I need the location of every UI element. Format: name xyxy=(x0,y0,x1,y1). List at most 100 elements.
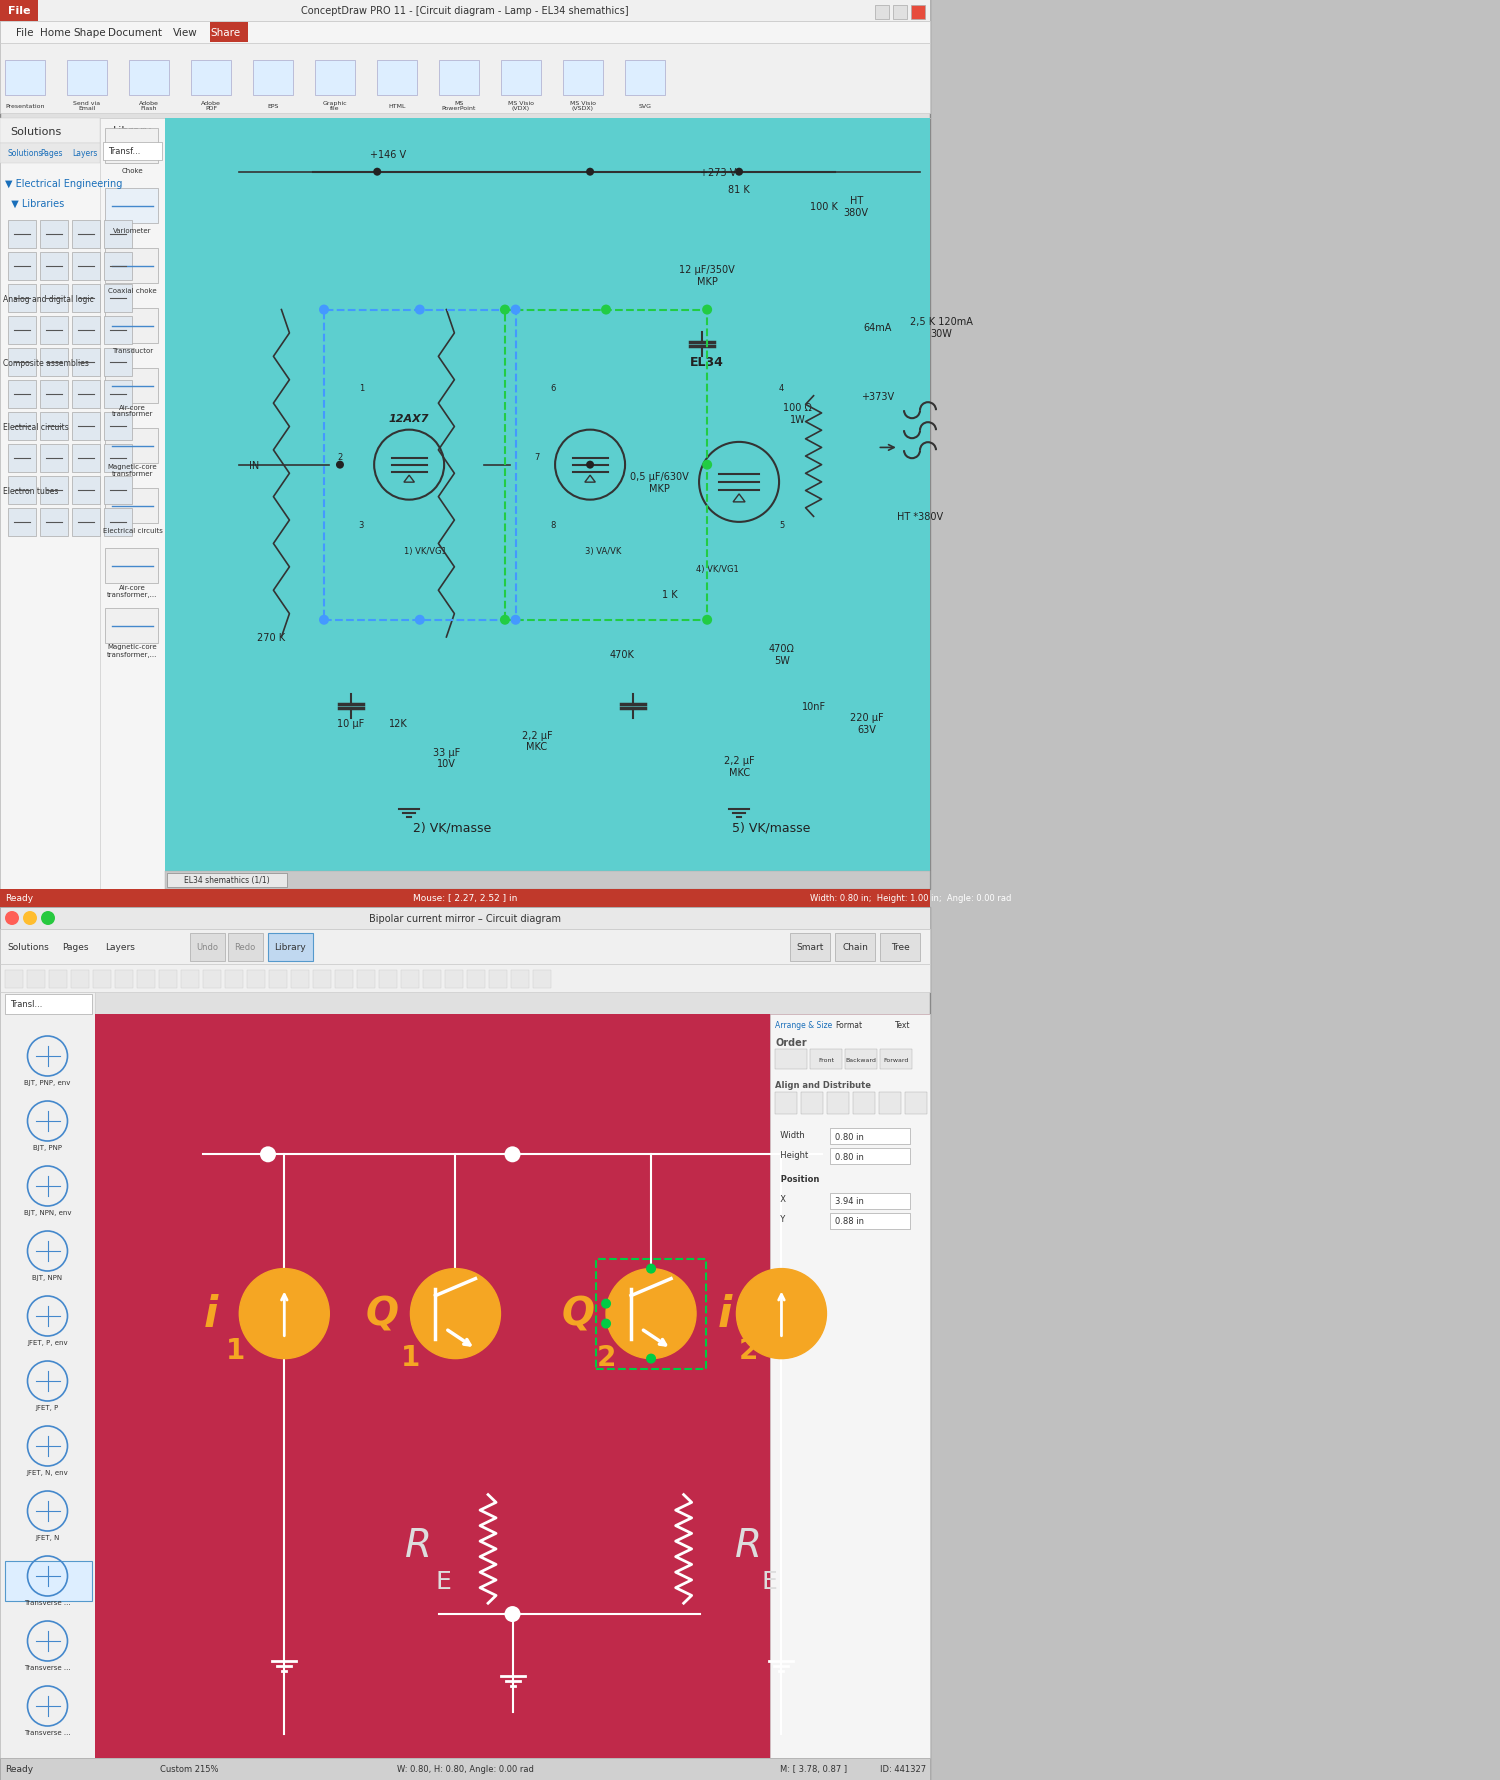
Text: Tree: Tree xyxy=(891,943,909,952)
Bar xyxy=(94,1015,930,1759)
Circle shape xyxy=(702,461,712,470)
Circle shape xyxy=(22,911,38,926)
Bar xyxy=(104,349,132,377)
Bar xyxy=(165,872,930,890)
Bar xyxy=(104,253,132,281)
Circle shape xyxy=(416,306,424,315)
Bar xyxy=(104,381,132,409)
Bar xyxy=(466,970,484,988)
Text: Composite assemblies: Composite assemblies xyxy=(3,358,88,367)
Text: Pages: Pages xyxy=(62,943,88,952)
Bar xyxy=(104,317,132,345)
Text: Mouse: [ 2.27, 2.52 ] in: Mouse: [ 2.27, 2.52 ] in xyxy=(413,894,518,902)
Bar xyxy=(70,970,88,988)
Text: Ready: Ready xyxy=(4,1764,33,1773)
Text: HT
380V: HT 380V xyxy=(843,196,868,217)
Bar xyxy=(72,381,100,409)
Bar xyxy=(104,509,132,538)
Bar xyxy=(136,970,154,988)
Circle shape xyxy=(646,1264,656,1274)
Text: View: View xyxy=(172,28,198,37)
Bar xyxy=(72,253,100,281)
Text: BJT, NPN, env: BJT, NPN, env xyxy=(24,1209,72,1216)
Bar xyxy=(776,1050,807,1070)
Bar xyxy=(27,970,45,988)
Text: Transl...: Transl... xyxy=(10,1000,42,1009)
Text: 7: 7 xyxy=(534,452,540,461)
Text: MS
PowerPoint: MS PowerPoint xyxy=(442,100,476,112)
Bar xyxy=(801,1093,824,1114)
Bar xyxy=(104,445,132,473)
Bar xyxy=(506,310,706,621)
Text: 0,5 μF/630V
MKP: 0,5 μF/630V MKP xyxy=(630,472,688,493)
Bar xyxy=(446,970,464,988)
Bar xyxy=(501,61,542,96)
Text: +146 V: +146 V xyxy=(370,150,406,160)
Text: Redo: Redo xyxy=(234,943,255,952)
Bar xyxy=(105,368,158,404)
Text: Height: Height xyxy=(776,1150,808,1159)
Text: Q: Q xyxy=(561,1294,594,1333)
Circle shape xyxy=(240,1269,330,1358)
Bar xyxy=(596,1258,706,1369)
Text: Document: Document xyxy=(108,28,162,37)
Bar xyxy=(190,61,231,96)
Text: 12AX7: 12AX7 xyxy=(388,413,429,424)
Text: MS Visio
(VDX): MS Visio (VDX) xyxy=(509,100,534,112)
Bar xyxy=(68,61,106,96)
Bar xyxy=(8,477,36,506)
Bar xyxy=(0,965,930,993)
Text: HT *380V: HT *380V xyxy=(897,513,944,522)
Text: EL34: EL34 xyxy=(690,356,724,368)
Text: 2,5 K 120mA
30W: 2,5 K 120mA 30W xyxy=(910,317,972,338)
Bar xyxy=(72,445,100,473)
Text: +373V: +373V xyxy=(861,392,894,402)
Bar xyxy=(104,413,132,441)
Text: 12K: 12K xyxy=(388,719,408,728)
Text: Width: 0.80 in;  Height: 1.00 in;  Angle: 0.00 rad: Width: 0.80 in; Height: 1.00 in; Angle: … xyxy=(810,894,1011,902)
Bar xyxy=(291,970,309,988)
Bar xyxy=(105,249,158,283)
Bar xyxy=(314,970,332,988)
Text: 1: 1 xyxy=(358,383,364,392)
Bar xyxy=(0,993,94,1759)
Bar xyxy=(105,128,158,164)
Bar xyxy=(104,477,132,506)
Text: Library: Library xyxy=(112,126,152,135)
Bar xyxy=(440,61,479,96)
Bar xyxy=(827,1093,849,1114)
Text: JFET, P: JFET, P xyxy=(36,1404,58,1410)
Circle shape xyxy=(411,1269,501,1358)
Circle shape xyxy=(736,1269,827,1358)
Bar xyxy=(72,477,100,506)
Text: BJT, PNP, env: BJT, PNP, env xyxy=(24,1079,70,1086)
Text: Layers: Layers xyxy=(72,150,98,158)
Circle shape xyxy=(4,911,20,926)
Text: Magnetic-core
transformer,...: Magnetic-core transformer,... xyxy=(108,644,158,657)
Circle shape xyxy=(735,169,742,176)
Bar xyxy=(254,61,292,96)
Bar xyxy=(8,381,36,409)
Bar xyxy=(72,349,100,377)
Bar xyxy=(40,253,68,281)
Text: 2: 2 xyxy=(338,452,342,461)
Text: Home: Home xyxy=(39,28,70,37)
Text: Adobe
Flash: Adobe Flash xyxy=(140,100,159,112)
Text: HTML: HTML xyxy=(388,103,405,109)
Bar xyxy=(72,509,100,538)
Circle shape xyxy=(510,306,520,315)
Text: 1: 1 xyxy=(400,1344,420,1371)
Bar xyxy=(105,609,158,644)
Bar xyxy=(129,61,170,96)
Text: File: File xyxy=(16,28,33,37)
Text: Variometer: Variometer xyxy=(114,228,152,233)
Text: Chain: Chain xyxy=(842,943,868,952)
Text: 3) VA/VK: 3) VA/VK xyxy=(585,546,621,555)
Bar xyxy=(0,144,100,164)
Text: 5) VK/masse: 5) VK/masse xyxy=(732,821,810,833)
Bar xyxy=(105,490,158,523)
Text: Air-core
transformer,...: Air-core transformer,... xyxy=(108,584,158,596)
Text: 100 Ω
1W: 100 Ω 1W xyxy=(783,402,812,424)
Bar xyxy=(72,317,100,345)
Text: Front: Front xyxy=(818,1057,834,1063)
